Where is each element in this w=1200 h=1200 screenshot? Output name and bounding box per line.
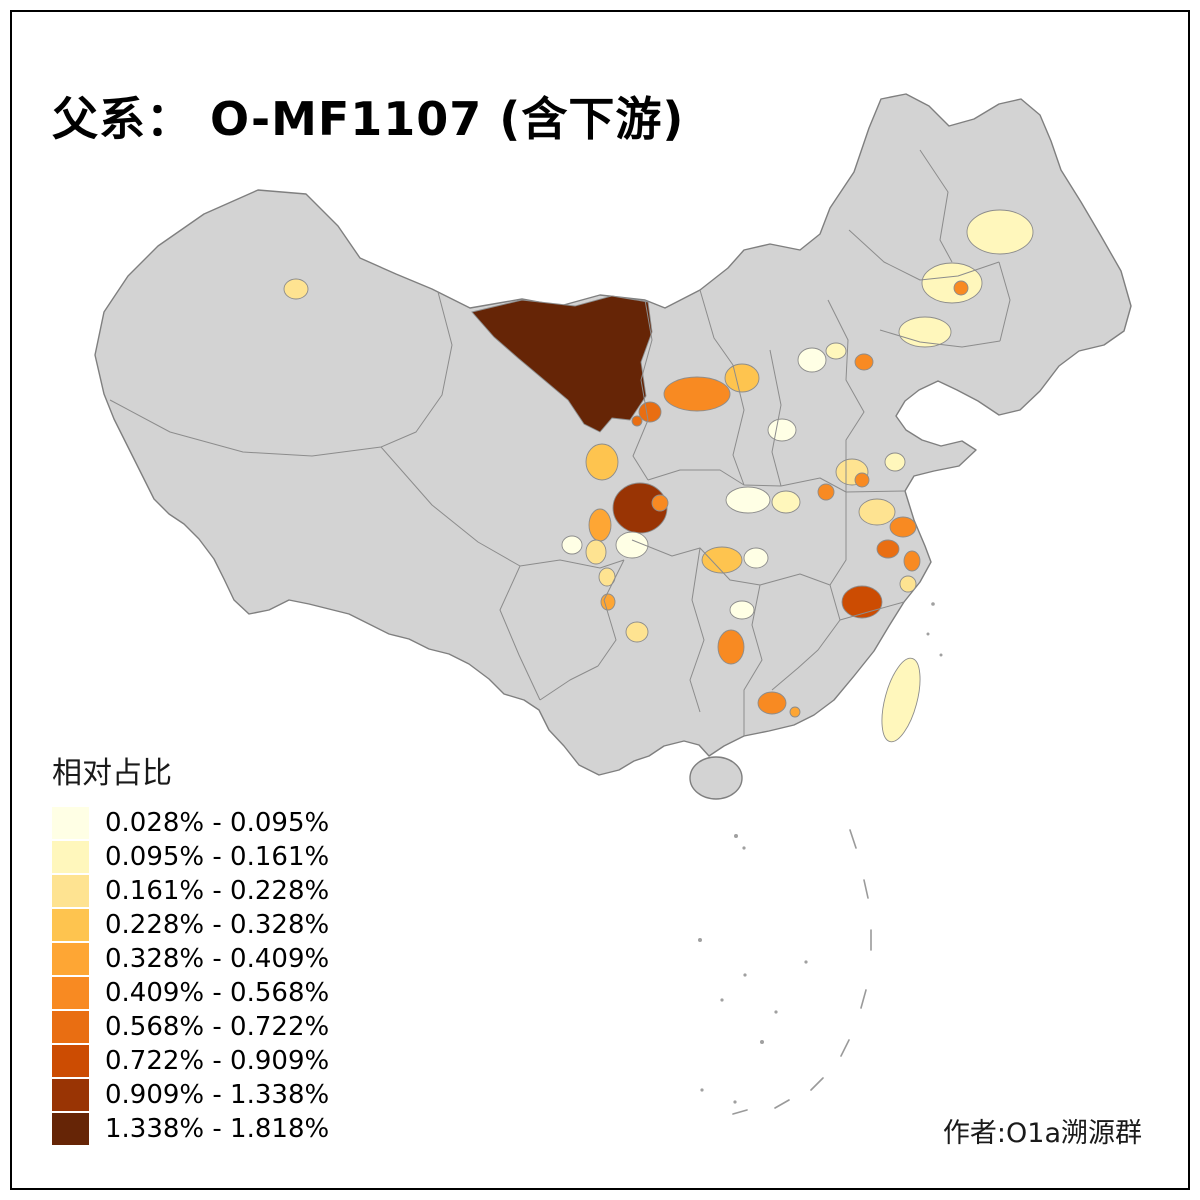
author-credit: 作者:O1a溯源群 bbox=[942, 1118, 1142, 1149]
china-mainland bbox=[94, 93, 1132, 776]
map-region-shanxi-north bbox=[724, 363, 760, 393]
map-region-zhejiang-north bbox=[899, 575, 917, 593]
legend-swatch bbox=[52, 840, 89, 873]
map-region-guizhou bbox=[625, 621, 649, 643]
legend-item: 0.328% - 0.409% bbox=[52, 942, 329, 975]
map-region-jiangsu-mid bbox=[889, 516, 917, 538]
legend-swatch bbox=[52, 908, 89, 941]
map-region-anhui bbox=[858, 498, 896, 526]
legend-label: 0.028% - 0.095% bbox=[105, 807, 330, 838]
legend-item: 0.909% - 1.338% bbox=[52, 1078, 329, 1111]
map-region-sichuan-dot bbox=[600, 593, 616, 611]
province-borders bbox=[109, 149, 1011, 736]
legend-label: 0.161% - 0.228% bbox=[105, 875, 330, 906]
map-region-gansu-lanzhou bbox=[638, 401, 662, 423]
map-region-henan-mid bbox=[771, 490, 801, 514]
map-region-sichuan-west bbox=[588, 508, 612, 542]
legend-label: 0.568% - 0.722% bbox=[105, 1011, 330, 1042]
legend-item: 1.338% - 1.818% bbox=[52, 1112, 329, 1145]
map-region-jiangsu-south bbox=[876, 539, 900, 559]
sea-islets bbox=[698, 602, 943, 1104]
map-region-guangdong bbox=[757, 691, 787, 715]
sea-dash-line bbox=[732, 829, 872, 1115]
map-region-qinghai-east bbox=[561, 535, 583, 555]
map-region-taiwan bbox=[881, 657, 921, 743]
map-region-jilin-dot bbox=[953, 280, 969, 296]
map-region-hunan bbox=[717, 629, 745, 665]
map-region-gansu-east bbox=[585, 443, 619, 481]
region-layer bbox=[283, 209, 1034, 743]
legend-label: 0.722% - 0.909% bbox=[105, 1045, 330, 1076]
legend-item: 0.409% - 0.568% bbox=[52, 976, 329, 1009]
legend: 相对占比 0.028% - 0.095% 0.095% - 0.161% 0.161… bbox=[52, 748, 329, 1146]
legend-swatch bbox=[52, 1044, 89, 1077]
map-region-hunan-north bbox=[729, 600, 755, 620]
legend-item: 0.095% - 0.161% bbox=[52, 840, 329, 873]
map-region-hebei-east-dot bbox=[854, 353, 874, 371]
legend-swatch bbox=[52, 1010, 89, 1043]
map-region-hubei-west bbox=[701, 546, 743, 574]
map-region-shanghai-area bbox=[903, 550, 921, 572]
legend-item: 0.028% - 0.095% bbox=[52, 806, 329, 839]
legend-label: 0.328% - 0.409% bbox=[105, 943, 330, 974]
map-region-sichuan-mid bbox=[585, 539, 607, 565]
legend-label: 0.228% - 0.328% bbox=[105, 909, 330, 940]
legend-title: 相对占比 bbox=[52, 756, 172, 791]
legend-item: 0.228% - 0.328% bbox=[52, 908, 329, 941]
map-region-ningxia bbox=[663, 376, 731, 412]
legend-swatch bbox=[52, 806, 89, 839]
map-region-henan-west bbox=[725, 486, 771, 514]
legend-label: 1.338% - 1.818% bbox=[105, 1113, 330, 1144]
map-region-shandong-mid bbox=[884, 452, 906, 472]
legend-item: 0.568% - 0.722% bbox=[52, 1010, 329, 1043]
map-region-guangdong-dot bbox=[789, 706, 801, 718]
legend-swatch bbox=[52, 942, 89, 975]
map-region-gansu-dot bbox=[631, 415, 643, 427]
legend-swatch bbox=[52, 874, 89, 907]
legend-label: 0.909% - 1.338% bbox=[105, 1079, 330, 1110]
hainan-island bbox=[689, 756, 743, 800]
map-region-xinjiang-north bbox=[283, 278, 309, 300]
map-region-shaanxi-central bbox=[612, 482, 668, 534]
map-region-shandong-dot bbox=[854, 472, 870, 488]
legend-label: 0.409% - 0.568% bbox=[105, 977, 330, 1008]
legend-item: 0.161% - 0.228% bbox=[52, 874, 329, 907]
map-region-heilongjiang-north bbox=[966, 209, 1034, 255]
map-region-inner-mongolia-west bbox=[471, 295, 653, 433]
map-region-heilongjiang-west bbox=[921, 262, 983, 304]
map-region-beijing-area-1 bbox=[797, 347, 827, 373]
legend-item: 0.722% - 0.909% bbox=[52, 1044, 329, 1077]
map-region-hubei-mid bbox=[743, 547, 769, 569]
map-region-zhejiang-shaoxing bbox=[841, 585, 883, 619]
map-region-shaanxi-central-dot bbox=[651, 494, 669, 512]
map-region-henan-east-dot bbox=[817, 483, 835, 501]
map-region-sichuan-north bbox=[615, 531, 649, 559]
legend-items: 0.028% - 0.095% 0.095% - 0.161% 0.161% - 0… bbox=[52, 806, 329, 1145]
legend-swatch bbox=[52, 1078, 89, 1111]
legend-swatch bbox=[52, 976, 89, 1009]
map-region-hebei-south bbox=[767, 418, 797, 442]
legend-swatch bbox=[52, 1112, 89, 1145]
legend-label: 0.095% - 0.161% bbox=[105, 841, 330, 872]
page-title: 父系： O-MF1107 (含下游) bbox=[52, 91, 685, 146]
map-region-beijing-area-2 bbox=[825, 342, 847, 360]
